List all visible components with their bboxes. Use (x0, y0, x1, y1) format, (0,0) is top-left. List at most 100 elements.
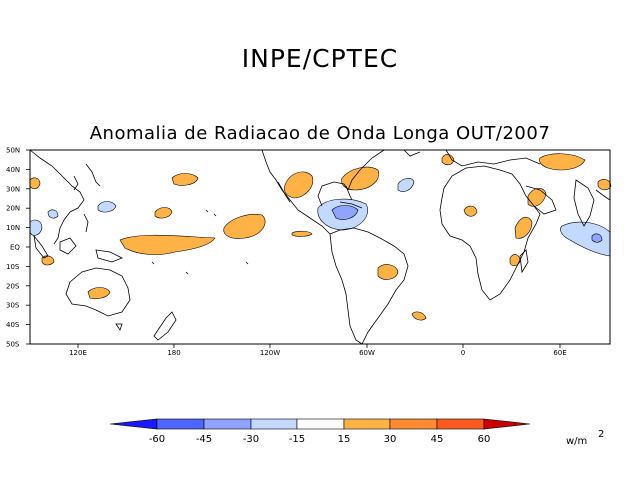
colorbar-label: 60 (478, 434, 491, 445)
anomaly-indian-ocean-negative (560, 221, 611, 257)
coast-baja (277, 181, 291, 203)
coast-cuba (339, 201, 363, 209)
anomaly-south-atlantic (411, 311, 427, 321)
lat-label: 10S (6, 263, 20, 271)
lat-label: 50N (6, 147, 20, 155)
coast-north-america-west (261, 149, 331, 235)
coast-tasmania (115, 323, 123, 331)
colorbar-swatch (389, 418, 438, 430)
colorbar-unit-exponent: 2 (598, 429, 604, 440)
colorbar-label: -30 (243, 434, 259, 445)
coast-pacific-islands (151, 261, 249, 275)
anomaly-gulf-mexico (284, 171, 314, 199)
anomaly-east-pacific-strip (291, 230, 313, 237)
anomaly-china-negative (47, 209, 59, 219)
colorbar-swatch (156, 418, 205, 430)
lon-label: 0 (461, 349, 465, 357)
coast-borneo (59, 237, 77, 255)
anomaly-europe-nw (441, 154, 455, 166)
lon-axis (77, 344, 561, 348)
lon-label: 120E (69, 349, 87, 357)
lat-label: 40S (6, 321, 20, 329)
coast-hawaii (205, 209, 217, 217)
colorbar-label: -15 (289, 434, 305, 445)
anomaly-madagascar (509, 254, 521, 267)
map-frame (29, 149, 611, 345)
coast-sumatra (33, 234, 49, 259)
anomaly-pacific-nw (154, 207, 173, 219)
anomaly-caribbean-core (331, 205, 359, 220)
coast-europe (445, 149, 541, 167)
map-title: Anomalia de Radiacao de Onda Longa OUT/2… (89, 123, 551, 144)
anomaly-atlantic-north (341, 166, 380, 191)
anomaly-west-pacific (119, 234, 216, 255)
coast-new-zealand (153, 311, 177, 341)
anomaly-mediterranean (539, 153, 586, 171)
anomaly-pacific-north (171, 173, 199, 186)
coast-japan (85, 163, 101, 187)
coast-india (573, 179, 595, 227)
anomaly-india (597, 179, 612, 191)
coast-florida (345, 185, 353, 201)
anomaly-indonesia (41, 255, 55, 266)
colorbar-arrow-low (109, 418, 158, 430)
anomaly-bay-bengal-negative (29, 219, 43, 236)
lat-axis (26, 149, 30, 345)
lon-label: 60W (359, 349, 375, 357)
coastlines (29, 149, 611, 345)
anomaly-central-pacific (223, 213, 266, 239)
lat-label: 30N (6, 185, 20, 193)
agency-title: INPE/CPTEC (241, 44, 399, 73)
lat-labels: 50N 40N 30N 20N 10N EQ 10S 20S 30S 40S 5… (6, 147, 20, 349)
colorbar: -60 -45 -30 -15 15 30 45 60 w/m 2 (109, 418, 604, 447)
coast-korea (73, 175, 79, 191)
colorbar-label: -60 (149, 434, 165, 445)
lon-label: 60E (553, 349, 566, 357)
coast-greenland (403, 149, 421, 157)
lat-label: EQ (10, 244, 20, 252)
colorbar-swatch (203, 418, 252, 430)
colorbar-swatch (436, 418, 485, 430)
colorbar-arrow-high (483, 418, 531, 430)
coast-south-america (329, 227, 409, 345)
anomaly-philippines-negative (97, 201, 117, 213)
coast-philippines (83, 213, 89, 233)
colorbar-label: -45 (196, 434, 212, 445)
anomaly-africa-west (463, 205, 478, 217)
anomaly-south-america (377, 264, 399, 280)
coast-australia (65, 267, 131, 317)
colorbar-swatch (343, 418, 391, 430)
anomaly-indian-core (591, 233, 603, 243)
lon-label: 180 (167, 349, 180, 357)
lat-label: 20N (6, 205, 20, 213)
anomaly-australia (87, 287, 111, 300)
lat-label: 30S (6, 302, 20, 310)
coast-east-asia (29, 149, 85, 245)
anomaly-atlantic-negative (397, 178, 415, 192)
lat-label: 40N (6, 166, 20, 174)
coast-new-guinea (95, 249, 123, 263)
anomaly-arabia (527, 187, 547, 207)
colorbar-label: 15 (338, 434, 351, 445)
lat-label: 20S (6, 282, 20, 290)
lat-label: 10N (6, 224, 20, 232)
coast-us-east (347, 149, 385, 191)
coast-arabia (525, 185, 557, 215)
coast-madagascar (519, 249, 529, 274)
colorbar-label: 30 (384, 434, 397, 445)
lat-label: 50S (6, 341, 20, 349)
anomaly-east-indian-ocean (29, 177, 41, 190)
anomaly-layer (29, 153, 612, 321)
colorbar-swatch (296, 418, 345, 430)
coast-south-asia-east (595, 189, 611, 201)
colorbar-label: 45 (431, 434, 444, 445)
coast-gulf-mexico (317, 181, 349, 207)
anomaly-east-africa (514, 216, 533, 239)
colorbar-swatch (250, 418, 298, 430)
colorbar-unit: w/m (566, 436, 587, 447)
coast-africa (439, 165, 541, 301)
lon-label: 120W (260, 349, 280, 357)
lon-labels: 120E 180 120W 60W 0 60E (69, 349, 567, 357)
